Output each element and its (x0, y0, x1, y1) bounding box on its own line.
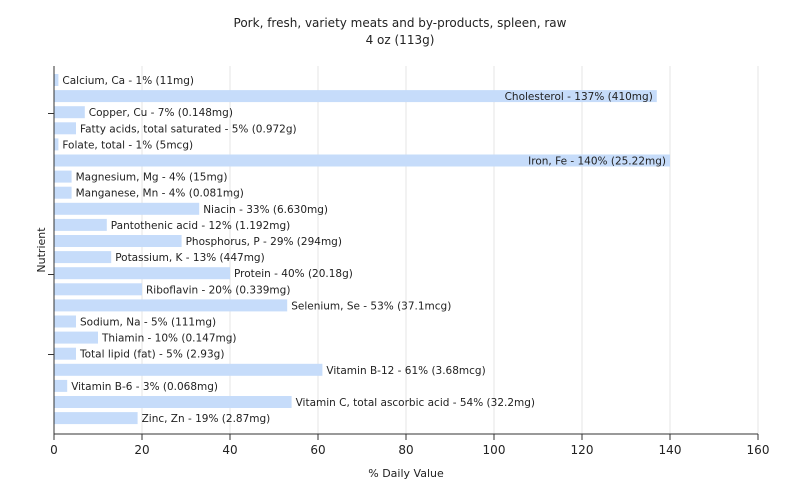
bar (54, 106, 85, 119)
bar-label: Potassium, K - 13% (447mg) (115, 252, 265, 264)
y-axis-title: Nutrient (35, 227, 48, 273)
bar (54, 170, 72, 183)
bar-label: Phosphorus, P - 29% (294mg) (186, 236, 342, 248)
bar (54, 363, 323, 376)
x-tick-label: 160 (747, 443, 770, 457)
bar-label: Iron, Fe - 140% (25.22mg) (528, 156, 666, 168)
bar (54, 74, 59, 86)
bar-label: Vitamin B-6 - 3% (0.068mg) (71, 381, 218, 393)
bar-label: Magnesium, Mg - 4% (15mg) (76, 172, 228, 184)
bar-label: Zinc, Zn - 19% (2.87mg) (142, 413, 271, 425)
bar (54, 90, 657, 103)
bar-label: Copper, Cu - 7% (0.148mg) (89, 107, 233, 119)
bar-label: Vitamin C, total ascorbic acid - 54% (32… (296, 397, 535, 409)
bar-labels: Calcium, Ca - 1% (11mg) Cholesterol - 137… (62, 75, 666, 425)
bar (54, 412, 138, 425)
bar-label: Folate, total - 1% (5mcg) (62, 139, 193, 151)
bar (54, 283, 142, 296)
x-tick-label: 140 (659, 443, 682, 457)
bar (54, 186, 72, 199)
x-tick-label: 20 (134, 443, 149, 457)
x-axis-ticks: 0 20 40 60 80 100 120 140 160 (50, 434, 769, 457)
bar-label: Cholesterol - 137% (410mg) (505, 91, 653, 103)
bars (54, 74, 670, 425)
bar (54, 122, 76, 135)
x-axis-title: % Daily Value (368, 467, 444, 480)
bar (54, 154, 670, 167)
gridlines (141, 66, 759, 434)
bar (54, 396, 292, 408)
x-tick-label: 0 (50, 443, 58, 457)
bar (54, 218, 107, 231)
bar-label: Total lipid (fat) - 5% (2.93g) (79, 349, 224, 361)
x-tick-label: 80 (398, 443, 413, 457)
bar-label: Riboflavin - 20% (0.339mg) (146, 284, 290, 296)
bar (54, 299, 288, 312)
bar-label: Thiamin - 10% (0.147mg) (101, 333, 237, 345)
bar (54, 331, 98, 344)
bar-label: Sodium, Na - 5% (111mg) (80, 317, 216, 329)
bar-label: Vitamin B-12 - 61% (3.68mcg) (326, 365, 485, 377)
x-tick-label: 40 (222, 443, 237, 457)
bar (54, 379, 68, 392)
y-axis-ticks (48, 113, 54, 355)
bar-label: Calcium, Ca - 1% (11mg) (62, 75, 194, 87)
bar-label: Niacin - 33% (6.630mg) (203, 204, 328, 216)
x-tick-label: 100 (483, 443, 506, 457)
bar (54, 315, 76, 328)
bar (54, 267, 230, 280)
bar (54, 251, 112, 264)
bar (54, 347, 76, 360)
bar-label: Selenium, Se - 53% (37.1mcg) (291, 300, 451, 312)
chart-title: Pork, fresh, variety meats and by-produc… (234, 16, 567, 30)
x-tick-label: 120 (571, 443, 594, 457)
bar (54, 202, 200, 215)
bar-label: Pantothenic acid - 12% (1.192mg) (111, 220, 290, 232)
x-tick-label: 60 (310, 443, 325, 457)
bar (54, 138, 59, 151)
bar (54, 235, 182, 247)
bar-label: Fatty acids, total saturated - 5% (0.972… (80, 123, 297, 135)
chart-subtitle: 4 oz (113g) (366, 33, 435, 47)
bar-label: Protein - 40% (20.18g) (234, 268, 353, 280)
bar-label: Manganese, Mn - 4% (0.081mg) (76, 188, 244, 200)
